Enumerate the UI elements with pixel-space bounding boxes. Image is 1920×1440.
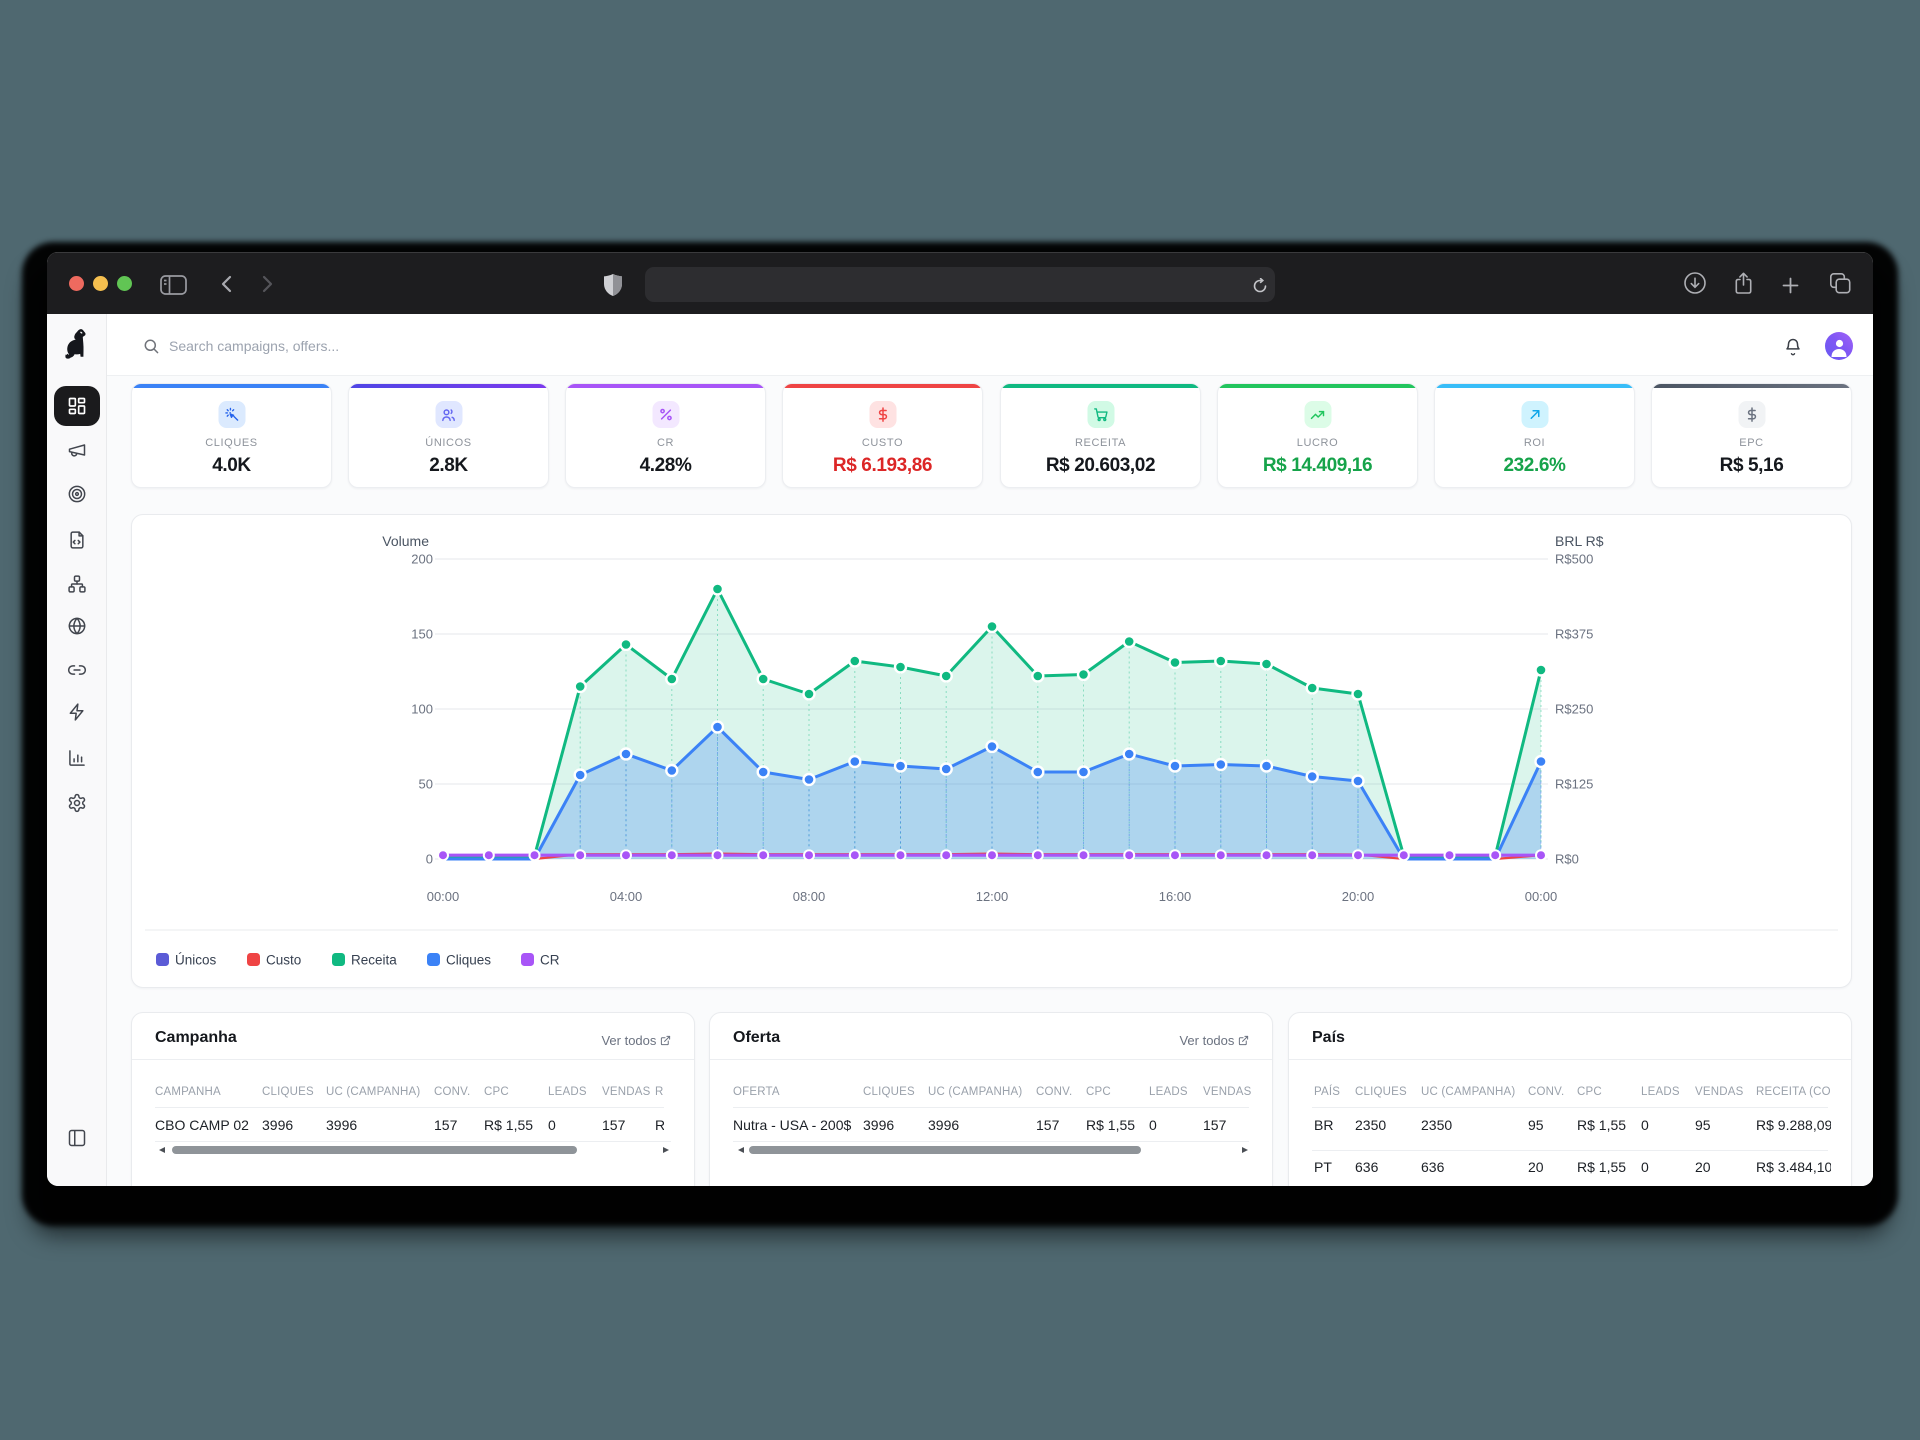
svg-text:00:00: 00:00 [427, 889, 460, 904]
svg-text:Volume: Volume [382, 533, 429, 549]
svg-text:R$500: R$500 [1555, 552, 1593, 567]
svg-text:20:00: 20:00 [1342, 889, 1375, 904]
svg-text:04:00: 04:00 [610, 889, 643, 904]
svg-text:50: 50 [419, 777, 433, 792]
svg-text:Custo: Custo [266, 953, 301, 968]
svg-text:R$250: R$250 [1555, 702, 1593, 717]
svg-text:Únicos: Únicos [175, 953, 217, 968]
svg-text:12:00: 12:00 [976, 889, 1009, 904]
svg-text:16:00: 16:00 [1159, 889, 1192, 904]
svg-text:08:00: 08:00 [793, 889, 826, 904]
svg-text:00:00: 00:00 [1525, 889, 1558, 904]
svg-text:R$375: R$375 [1555, 627, 1593, 642]
svg-text:150: 150 [411, 627, 433, 642]
svg-text:BRL R$: BRL R$ [1555, 533, 1604, 549]
svg-text:200: 200 [411, 552, 433, 567]
svg-text:R$0: R$0 [1555, 852, 1579, 867]
svg-text:Receita: Receita [351, 953, 397, 968]
svg-text:R$125: R$125 [1555, 777, 1593, 792]
svg-text:100: 100 [411, 702, 433, 717]
svg-text:Cliques: Cliques [446, 953, 491, 968]
svg-text:0: 0 [426, 852, 433, 867]
svg-text:CR: CR [540, 953, 560, 968]
